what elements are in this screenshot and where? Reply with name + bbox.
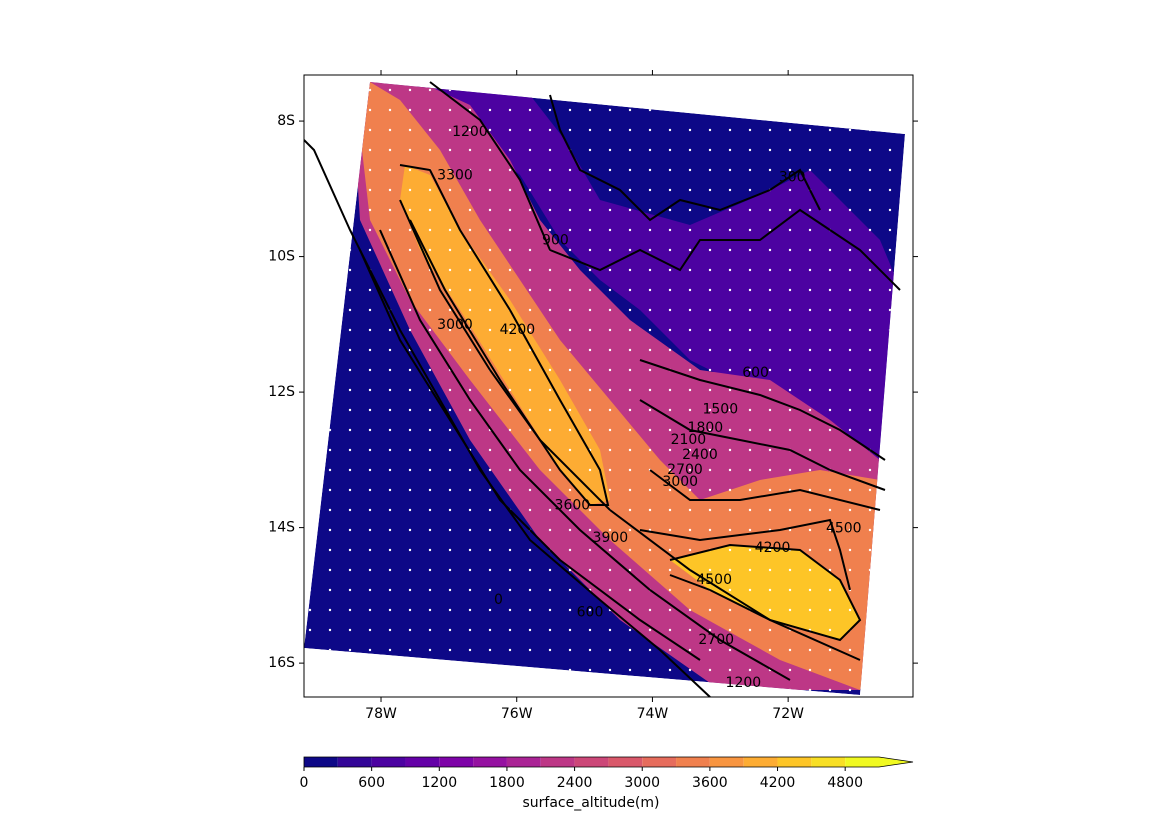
contour (399, 164, 610, 506)
contour-label: 600 (577, 604, 604, 620)
contour (359, 249, 701, 661)
colorbar-tick-label: 3600 (692, 775, 728, 791)
contour (379, 229, 791, 681)
grid-dots (304, 82, 905, 695)
colorbar-bin (337, 757, 372, 767)
contour-label: 1500 (702, 402, 738, 418)
contour-label: 2400 (682, 447, 718, 463)
x-tick-label: 76W (501, 706, 533, 722)
colorbar-bin (506, 757, 541, 767)
colorbar-tick-label: 2400 (557, 775, 593, 791)
x-tick-label: 72W (772, 706, 804, 722)
contour-label: 4500 (696, 572, 732, 588)
colorbar-tick-label: 4200 (760, 775, 796, 791)
contour-label: 4200 (755, 540, 791, 556)
colorbar-bin (642, 757, 677, 767)
contour-label: 3000 (437, 317, 473, 333)
contour-label: 3000 (662, 474, 698, 490)
contour (549, 94, 821, 222)
contour-label: 3300 (437, 167, 473, 183)
colorbar-extend (879, 757, 913, 767)
contour-label: 1200 (452, 124, 488, 140)
colorbar-tick-label: 600 (358, 775, 385, 791)
colorbar-bin (777, 757, 812, 767)
colorbar-tick-label: 3000 (624, 775, 660, 791)
colorbar-bin (676, 757, 710, 767)
contour-label: 0 (494, 592, 503, 608)
colorbar-bin (473, 757, 507, 767)
contour (429, 81, 901, 291)
contour (639, 399, 886, 491)
altitude-field (304, 82, 905, 695)
colorbar-bin (811, 757, 846, 767)
colorbar-tick-label: 0 (300, 775, 309, 791)
colorbar-bin (574, 757, 609, 767)
y-tick-label: 8S (277, 113, 295, 129)
contour-label: 600 (742, 365, 769, 381)
colorbar-bin (608, 757, 643, 767)
colorbar-tick-label: 4800 (827, 775, 863, 791)
contour (399, 199, 861, 661)
y-tick-label: 16S (268, 655, 295, 671)
map-frame (303, 74, 914, 698)
contour-label: 1200 (726, 675, 762, 691)
colorbar-bin (540, 757, 575, 767)
contour-label: 1800 (688, 420, 724, 436)
contour-label: 2700 (667, 462, 703, 478)
y-tick-label: 10S (268, 249, 295, 265)
contour-label: 2700 (698, 632, 734, 648)
colorbar-tick-label: 1200 (421, 775, 457, 791)
contour-lines (304, 81, 901, 697)
x-tick-label: 74W (637, 706, 669, 722)
colorbar-outline (303, 756, 914, 768)
y-tick-label: 14S (268, 520, 295, 536)
contour (669, 543, 862, 642)
contour-label: 4500 (826, 520, 862, 536)
map-area (304, 81, 905, 697)
y-tick-label: 12S (268, 384, 295, 400)
contour-label: 2100 (671, 432, 707, 448)
colorbar-bin (304, 757, 338, 767)
contour-label: 3900 (593, 530, 629, 546)
colorbar-bin (845, 757, 879, 767)
contour (639, 359, 886, 461)
contour-label: 300 (779, 169, 806, 185)
colorbar-label: surface_altitude(m) (522, 795, 659, 811)
contour-label: 900 (542, 232, 569, 248)
contour-label: 3600 (555, 497, 591, 513)
colorbar-bin (439, 757, 474, 767)
contour (649, 469, 881, 511)
contour-label: 4200 (500, 322, 536, 338)
x-tick-label: 78W (365, 706, 397, 722)
contour (639, 518, 851, 591)
colorbar-tick-label: 1800 (489, 775, 525, 791)
colorbar-bin (709, 757, 744, 767)
colorbar-bin (371, 757, 406, 767)
colorbar-bin (405, 757, 440, 767)
colorbar-bin (743, 757, 778, 767)
